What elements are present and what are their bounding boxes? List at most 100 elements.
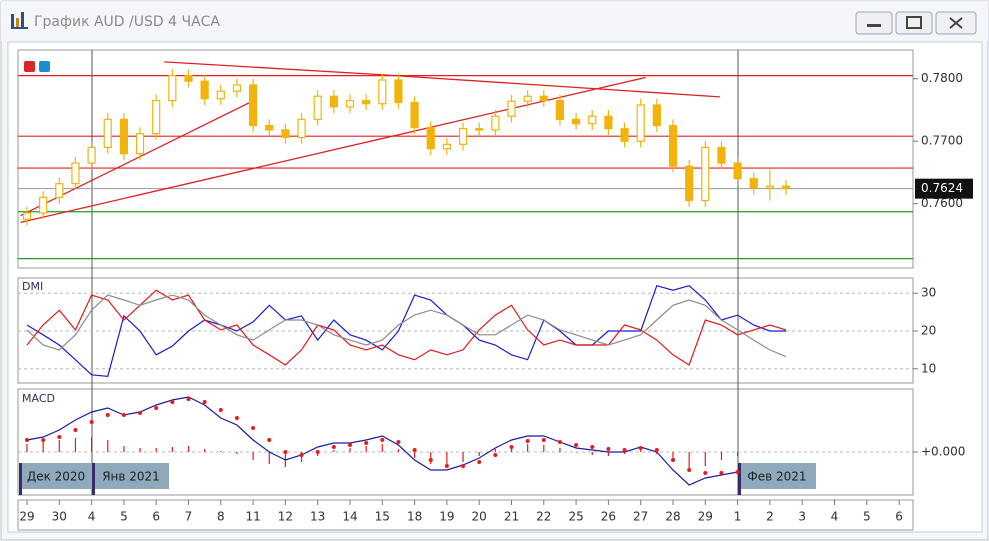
candle-body [491,115,500,131]
candle-body [345,99,355,108]
candle-body [249,84,258,127]
candle-body [571,118,581,125]
signal-dot [251,426,256,430]
app-icon [11,12,28,29]
minimize-button[interactable] [855,11,893,35]
signal-dot [154,406,159,410]
histogram-bar [236,452,238,454]
candle-body [362,99,371,105]
candle-body [636,104,645,142]
x-tick-label: 6 [152,510,160,524]
signal-dot [186,397,191,401]
x-tick-label: 22 [536,510,551,524]
y-tick-label: 30 [921,286,936,300]
signal-dot [509,445,514,449]
candle-body [426,126,435,150]
signal-dot [671,458,675,462]
candle-body [523,95,532,102]
signal-dot [121,413,126,417]
signal-dot [170,400,175,404]
candle-body [620,128,629,142]
histogram-bar [268,452,270,464]
histogram-bar [591,452,593,455]
period-tag: Янв 2021 [92,463,169,495]
signal-dot [703,471,708,475]
signal-dot [557,440,562,444]
x-tick-label: 4 [88,510,96,524]
x-tick-label: 13 [310,510,325,524]
time-axis [17,499,914,531]
histogram-bar [607,452,609,456]
x-tick-label: 29 [698,510,713,524]
signal-dot [525,439,530,443]
period-label: Янв 2021 [102,470,160,484]
histogram-bar [252,452,254,460]
histogram-bar [640,450,642,452]
histogram-bar [171,447,173,452]
trend-line [20,76,646,224]
x-tick-label: 25 [568,510,583,524]
signal-dot [396,440,401,444]
signal-dot [622,448,627,452]
histogram-bar [349,448,351,452]
candle-body [604,115,613,130]
signal-dot [364,441,369,445]
signal-dot [719,471,724,475]
x-tick-label: 12 [278,510,293,524]
candle-body [588,115,597,125]
signal-dot [606,447,611,451]
signal-dot [348,443,352,447]
x-tick-label: 15 [375,510,390,524]
histogram-bar [333,450,335,452]
candle-body [87,146,96,164]
candle-body [232,84,242,92]
maximize-button[interactable] [895,11,933,35]
x-tick-label: 27 [633,510,648,524]
candle-body [685,165,694,202]
period-label: Дек 2020 [27,470,85,484]
histogram-bar [704,452,706,466]
candle-body [555,99,565,120]
signal-dot [299,453,304,457]
x-tick-label: 19 [439,510,454,524]
x-tick-label: 11 [245,510,260,524]
candle-body [458,128,468,145]
candle-body [781,185,791,190]
signal-dot [138,411,143,415]
signal-dot [638,446,643,450]
candle-body [184,75,193,82]
candle-body [265,124,274,131]
candle-body [717,146,726,164]
x-tick-label: 3 [798,510,806,524]
x-tick-label: 8 [217,510,225,524]
histogram-bar [204,449,206,452]
candle-body [135,133,145,155]
y-tick-label: 10 [921,361,936,375]
histogram-bar [527,444,529,452]
signal-dot [267,438,272,442]
histogram-bar [91,437,93,452]
title-bar [1,1,988,41]
signal-dot [574,443,579,447]
last-price-box [915,178,973,199]
histogram-bar [559,448,561,452]
candle-body [410,101,419,129]
x-tick-label: 1 [734,510,742,524]
candle-body [152,99,161,135]
histogram-bar [494,449,496,452]
candle-body [749,178,758,189]
signal-dot [493,453,498,457]
candle-body [103,118,112,149]
histogram-bar [414,452,416,458]
x-tick-label: 18 [407,510,422,524]
panel-buttons[interactable] [24,61,50,72]
histogram-bar [397,449,400,452]
signal-dot [105,413,110,417]
y-tick-label: 0.7700 [921,134,963,148]
close-button[interactable] [935,11,977,35]
x-tick-label: 20 [472,510,487,524]
signal-dot [57,435,62,439]
signal-dot [41,438,46,442]
